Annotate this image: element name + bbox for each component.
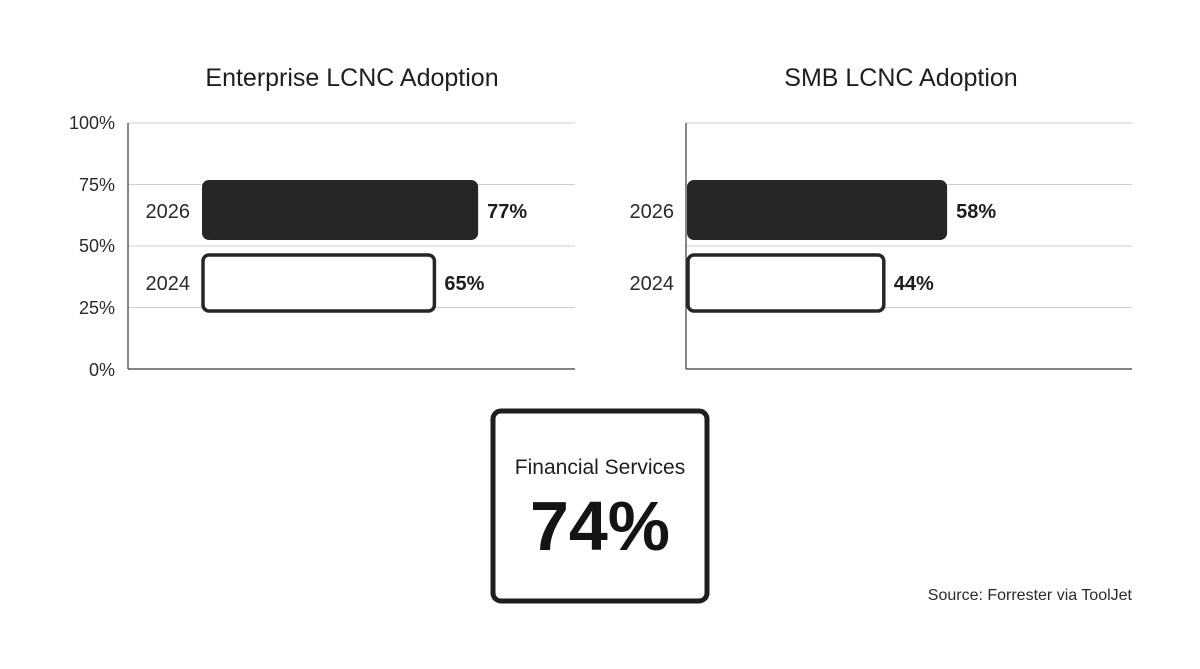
- tick-label-25: 25%: [79, 298, 115, 318]
- callout-frame: [490, 408, 710, 604]
- tick-label-75: 75%: [79, 175, 115, 195]
- enterprise-chart-title: Enterprise LCNC Adoption: [205, 64, 498, 92]
- source-note: Source: Forrester via ToolJet: [928, 587, 1133, 604]
- enterprise-tick-labels: 100% 75% 50% 25% 0%: [69, 113, 115, 380]
- enterprise-data-label-2026: 77%: [487, 201, 527, 223]
- callout-label: Financial Services: [515, 456, 685, 479]
- smb-chart-title: SMB LCNC Adoption: [784, 64, 1017, 92]
- financial-services-callout: Financial Services 74%: [490, 408, 710, 604]
- tick-label-0: 0%: [89, 360, 115, 380]
- smb-bar-2026: [687, 180, 948, 240]
- enterprise-data-label-2024: 65%: [444, 273, 484, 295]
- tick-label-50: 50%: [79, 236, 115, 256]
- smb-category-2026: 2026: [630, 201, 675, 223]
- smb-chart: SMB LCNC Adoption 2026 2024 58% 44%: [630, 64, 1132, 370]
- smb-category-2024: 2024: [630, 273, 675, 295]
- tick-label-100: 100%: [69, 113, 115, 133]
- smb-data-label-2024: 44%: [894, 273, 934, 295]
- enterprise-chart: Enterprise LCNC Adoption 100% 75% 50% 25…: [69, 64, 575, 380]
- enterprise-bar-2024: [201, 253, 437, 313]
- enterprise-category-2026: 2026: [146, 201, 191, 223]
- enterprise-bar-2026: [202, 180, 479, 240]
- callout-value: 74%: [530, 487, 670, 565]
- smb-bar-2024: [686, 253, 886, 313]
- enterprise-category-2024: 2024: [146, 273, 191, 295]
- smb-data-label-2026: 58%: [956, 201, 996, 223]
